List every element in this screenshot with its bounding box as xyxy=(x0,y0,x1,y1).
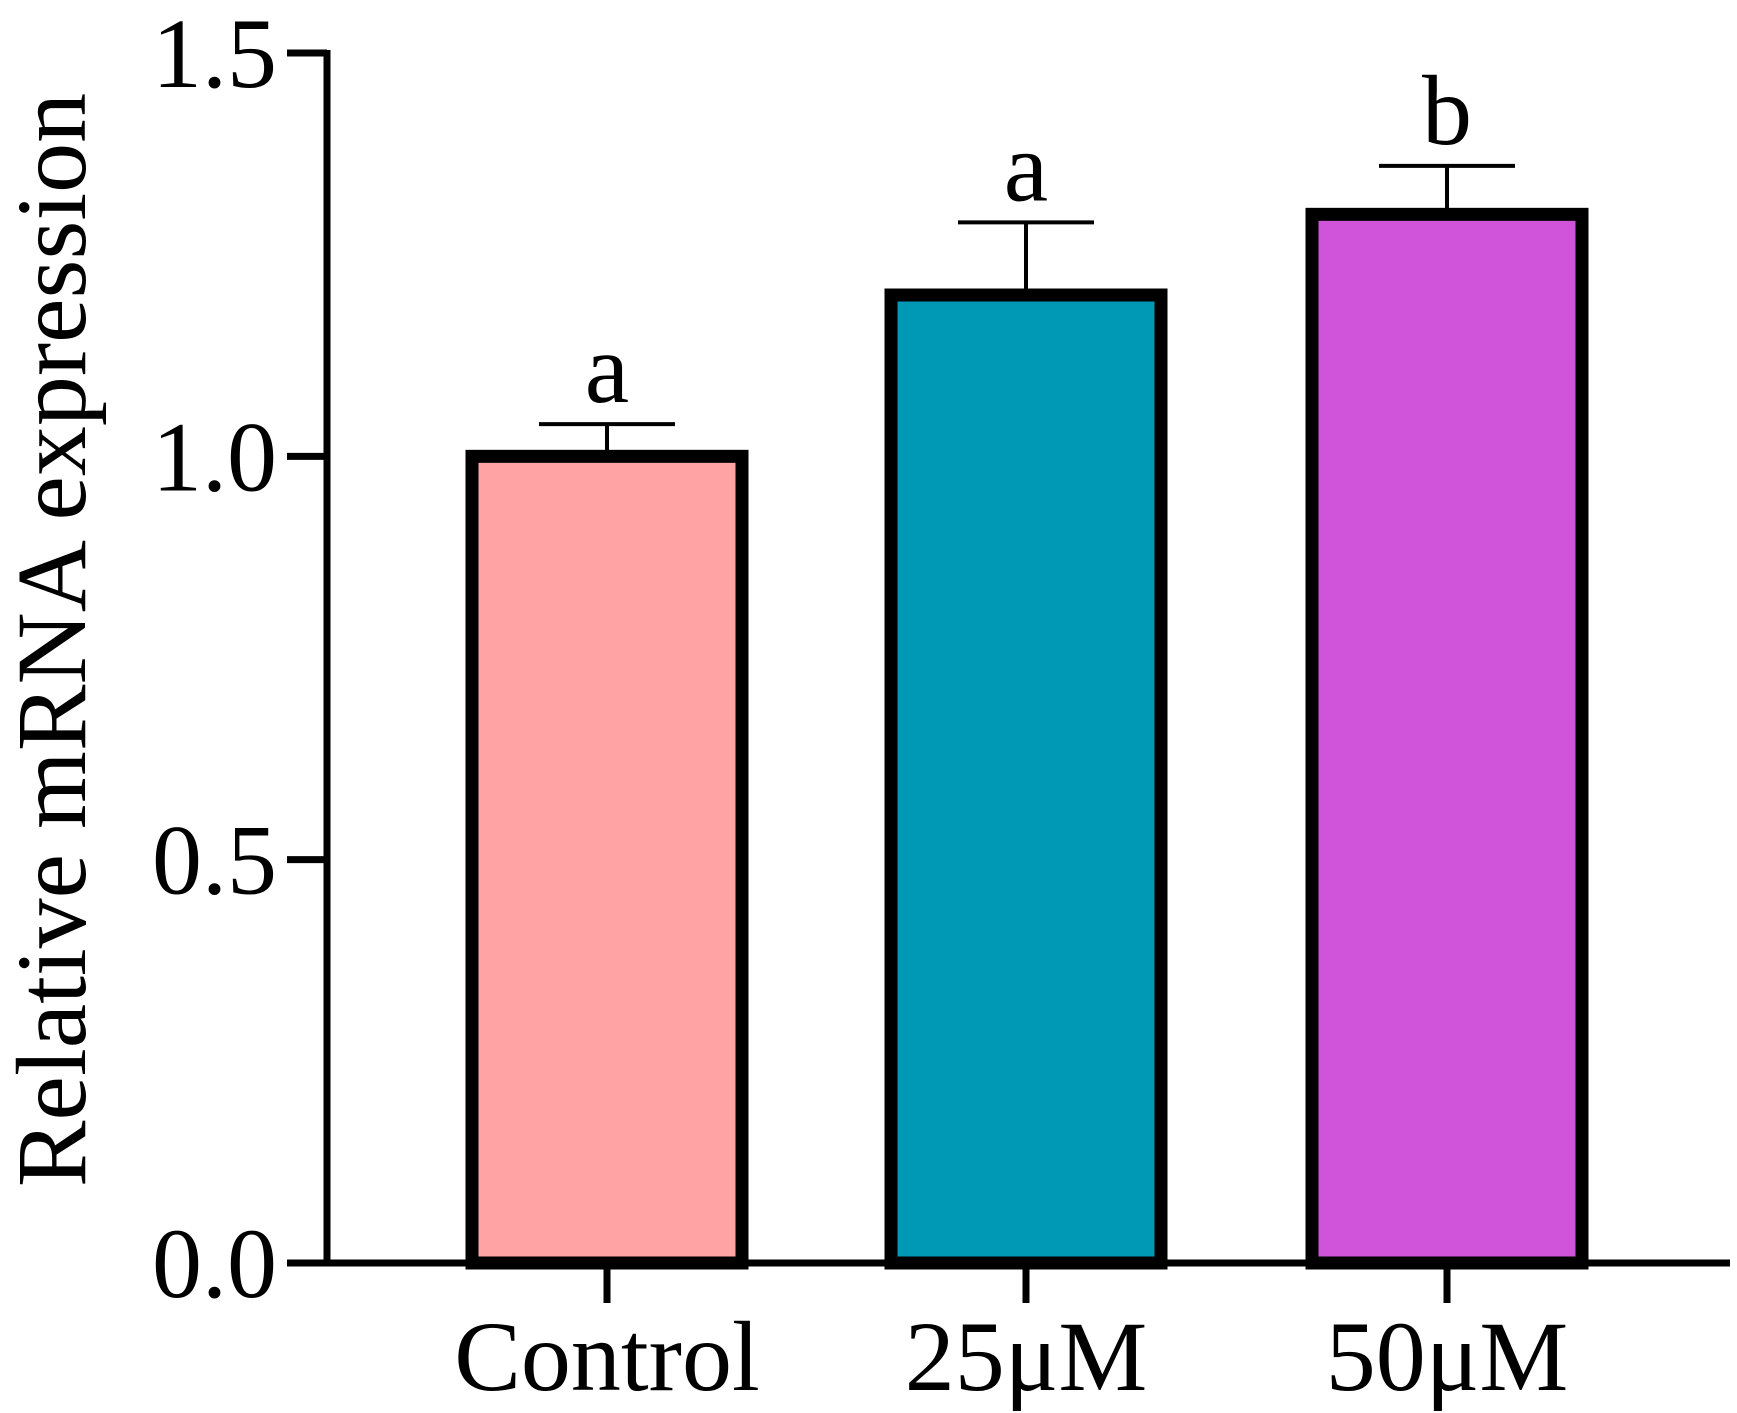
y-axis-label: Relative mRNA expression xyxy=(0,93,107,1187)
y-tick-label: 1.0 xyxy=(152,401,277,512)
significance-label: a xyxy=(1004,111,1048,222)
x-category-label: Control xyxy=(454,1301,760,1412)
y-tick-label: 0.5 xyxy=(152,805,277,916)
significance-labels-layer: a a b xyxy=(585,55,1472,424)
y-ticks-layer: 0.0 0.5 1.0 1.5 xyxy=(152,0,1451,1319)
axes-layer xyxy=(287,50,1730,1267)
y-tick-label: 1.5 xyxy=(152,0,277,109)
error-bars-layer xyxy=(539,163,1515,457)
significance-label: a xyxy=(585,313,629,424)
x-category-labels-layer: Control 25μM 50μM xyxy=(454,1301,1568,1412)
bar-control xyxy=(465,449,749,1270)
y-tick-label: 0.0 xyxy=(152,1208,277,1319)
significance-label: b xyxy=(1422,55,1472,166)
bar-25-m xyxy=(884,288,1168,1270)
x-category-label: 25μM xyxy=(905,1301,1148,1412)
x-category-label: 50μM xyxy=(1326,1301,1569,1412)
bars-layer xyxy=(465,207,1589,1270)
bar-50-m xyxy=(1305,207,1589,1270)
